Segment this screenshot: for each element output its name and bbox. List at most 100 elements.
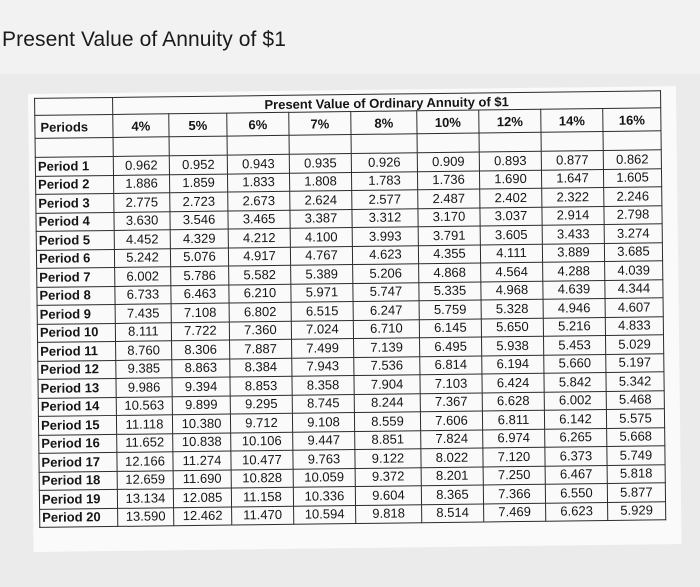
table-cell: 7.606 <box>420 410 483 431</box>
annuity-table: Present Value of Ordinary Annuity of $1 … <box>34 90 666 528</box>
table-cell: 1.736 <box>417 170 480 190</box>
table-cell: 6.467 <box>545 464 608 485</box>
spacer-cell <box>541 131 604 152</box>
table-cell: 5.197 <box>605 353 664 373</box>
table-cell: 5.076 <box>170 247 229 267</box>
table-cell: 6.142 <box>544 409 607 429</box>
table-cell: 11.690 <box>173 469 232 489</box>
period-label: Period 5 <box>36 230 115 250</box>
table-cell: 8.514 <box>421 503 484 523</box>
table-cell: 9.447 <box>292 431 355 451</box>
period-label: Period 1 <box>35 156 114 176</box>
table-cell: 8.745 <box>292 394 355 414</box>
rate-header: 7% <box>288 111 352 136</box>
period-label: Period 10 <box>37 322 116 343</box>
period-label: Period 20 <box>39 507 118 528</box>
table-cell: 7.469 <box>483 502 546 522</box>
annuity-table-sheet: Present Value of Ordinary Annuity of $1 … <box>28 86 682 552</box>
page-heading: Present Value of Annuity of $1 <box>2 28 286 51</box>
title-spacer <box>34 97 113 116</box>
rate-header: 14% <box>540 108 604 133</box>
table-cell: 6.194 <box>481 354 544 374</box>
table-cell: 8.358 <box>291 375 355 395</box>
table-cell: 10.059 <box>293 468 356 488</box>
table-cell: 8.022 <box>420 447 484 468</box>
table-cell: 10.838 <box>172 432 231 452</box>
table-cell: 4.329 <box>170 229 229 249</box>
table-cell: 5.216 <box>543 316 606 337</box>
rate-header: 12% <box>478 109 542 133</box>
spacer-cell <box>113 136 170 157</box>
spacer-cell <box>603 130 662 151</box>
table-cell: 8.760 <box>115 340 172 360</box>
table-cell: 7.536 <box>353 356 420 376</box>
table-cell: 0.909 <box>417 151 480 172</box>
table-cell: 5.818 <box>607 464 666 484</box>
table-cell: 2.487 <box>417 188 480 209</box>
table-cell: 9.108 <box>292 412 355 432</box>
table-cell: 7.103 <box>419 373 483 394</box>
table-cell: 0.893 <box>479 151 542 171</box>
table-cell: 10.106 <box>230 431 293 452</box>
table-cell: 3.889 <box>542 242 605 263</box>
table-cell: 9.385 <box>115 359 172 379</box>
table-cell: 0.943 <box>227 154 290 174</box>
table-cell: 7.024 <box>291 320 354 340</box>
table-cell: 6.463 <box>170 284 230 304</box>
table-cell: 6.145 <box>419 318 482 338</box>
table-cell: 6.424 <box>481 373 545 393</box>
period-label: Period 9 <box>37 304 116 324</box>
table-cell: 1.886 <box>113 174 170 194</box>
table-cell: 10.594 <box>293 505 356 525</box>
periods-header: Periods <box>34 114 114 139</box>
table-cell: 7.367 <box>420 392 483 412</box>
table-cell: 5.335 <box>418 281 482 301</box>
table-cell: 12.462 <box>173 506 232 526</box>
table-cell: 5.029 <box>605 334 664 354</box>
table-cell: 0.877 <box>541 150 604 170</box>
table-cell: 10.477 <box>230 450 294 470</box>
table-cell: 0.935 <box>289 153 352 173</box>
table-cell: 7.250 <box>483 465 546 485</box>
period-label: Period 13 <box>37 378 117 398</box>
period-label: Period 6 <box>36 248 115 269</box>
table-cell: 10.336 <box>293 486 356 506</box>
spacer-cell <box>35 137 114 158</box>
period-label: Period 8 <box>36 285 116 306</box>
rate-header: 6% <box>226 112 290 137</box>
table-cell: 1.859 <box>169 173 228 193</box>
table-cell: 5.242 <box>114 248 171 268</box>
period-label: Period 7 <box>36 267 115 287</box>
spacer-cell <box>169 136 228 156</box>
table-cell: 4.100 <box>290 227 353 247</box>
table-cell: 1.833 <box>227 172 290 193</box>
table-cell: 6.814 <box>419 355 482 375</box>
table-cell: 5.929 <box>607 501 666 521</box>
table-cell: 12.166 <box>116 451 174 471</box>
table-cell: 6.802 <box>229 302 292 322</box>
table-cell: 4.039 <box>604 260 663 280</box>
table-cell: 3.037 <box>479 206 543 226</box>
table-cell: 8.201 <box>421 466 484 486</box>
table-cell: 7.108 <box>171 303 230 323</box>
table-cell: 1.783 <box>351 171 418 191</box>
table-cell: 13.590 <box>117 507 174 527</box>
table-cell: 6.550 <box>545 483 608 503</box>
table-cell: 5.759 <box>419 299 482 320</box>
table-cell: 10.828 <box>231 468 294 489</box>
table-cell: 12.085 <box>173 488 232 508</box>
period-label: Period 15 <box>38 415 117 435</box>
table-cell: 6.733 <box>114 285 172 305</box>
table-cell: 4.868 <box>418 262 481 283</box>
period-label: Period 19 <box>39 489 118 509</box>
table-cell: 11.118 <box>116 414 173 434</box>
table-cell: 8.306 <box>171 340 230 360</box>
rate-header: 10% <box>416 109 480 134</box>
table-cell: 3.993 <box>352 226 419 247</box>
period-label: Period 3 <box>35 193 114 213</box>
table-cell: 4.288 <box>542 261 605 281</box>
table-cell: 9.394 <box>171 377 231 397</box>
table-cell: 2.624 <box>289 190 352 210</box>
table-cell: 5.877 <box>607 482 666 502</box>
table-cell: 2.914 <box>541 205 605 226</box>
